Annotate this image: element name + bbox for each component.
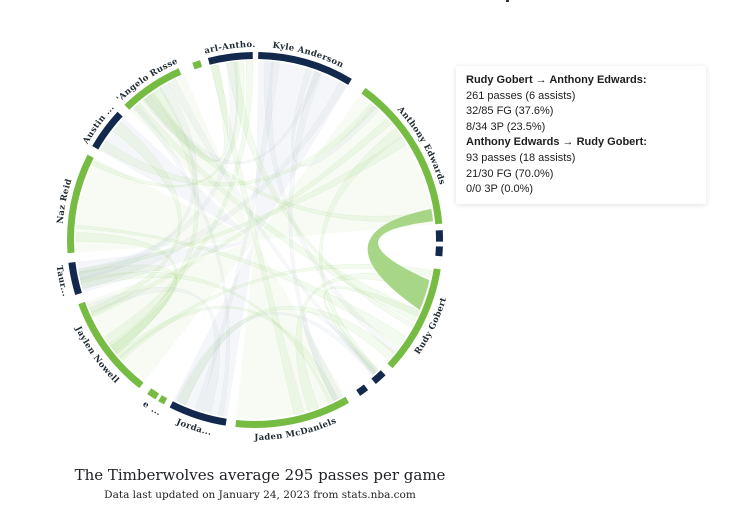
chord[interactable] <box>133 104 231 417</box>
chord-sector <box>236 240 345 419</box>
chord-sector <box>77 240 256 293</box>
player-arc[interactable] <box>258 52 352 85</box>
player-label: Karl-Antho... <box>0 0 256 56</box>
tooltip-line: 93 passes (18 assists) <box>466 151 576 164</box>
chord[interactable] <box>226 61 414 328</box>
chord[interactable] <box>92 61 245 188</box>
chord-sector <box>255 95 434 240</box>
chord-sector <box>76 158 255 253</box>
player-arc[interactable] <box>235 396 349 428</box>
chord[interactable] <box>78 264 178 353</box>
player-label: ... <box>149 405 162 419</box>
player-arc[interactable] <box>435 230 443 242</box>
chord[interactable] <box>168 79 376 376</box>
chord[interactable] <box>78 83 198 280</box>
chord[interactable] <box>89 121 182 316</box>
chart-title: The Timberwolves average 295 passes per … <box>74 466 446 484</box>
highlighted-chord <box>367 208 434 310</box>
chord[interactable] <box>90 118 392 318</box>
chord[interactable] <box>80 271 332 404</box>
chord[interactable] <box>110 87 200 355</box>
tooltip-line: 261 passes (6 assists) <box>466 89 576 102</box>
player-arc[interactable] <box>147 388 160 400</box>
chord[interactable] <box>87 286 221 414</box>
player-arc[interactable] <box>124 68 182 110</box>
player-arc[interactable] <box>435 246 443 257</box>
chord[interactable] <box>143 64 228 163</box>
chord[interactable] <box>104 60 254 345</box>
player-arc[interactable] <box>92 111 123 150</box>
background-chords <box>75 60 434 419</box>
chord[interactable] <box>195 61 280 411</box>
player-label: Taur... <box>54 265 70 298</box>
player-arc[interactable] <box>361 87 443 225</box>
player-arc[interactable] <box>356 384 369 396</box>
chord-gobert-edwards[interactable] <box>367 208 434 310</box>
chord[interactable] <box>76 224 407 347</box>
chord[interactable] <box>78 136 407 275</box>
chord[interactable] <box>319 128 402 375</box>
player-arc[interactable] <box>371 370 386 385</box>
chord[interactable] <box>323 286 420 375</box>
chord-sector <box>130 75 255 240</box>
chord-sector <box>173 240 255 417</box>
player-arc[interactable] <box>192 60 203 70</box>
chord-sector <box>255 61 348 240</box>
chord[interactable] <box>288 70 338 402</box>
tooltip-line: 8/34 3P (23.5%) <box>466 120 546 133</box>
player-arcs <box>67 52 443 428</box>
tooltip-line: 0/0 3P (0.0%) <box>466 183 534 196</box>
chord[interactable] <box>302 311 379 402</box>
player-arc[interactable] <box>387 268 441 369</box>
chord-sector <box>86 240 256 382</box>
tooltip-line: 32/85 FG (37.6%) <box>466 105 554 118</box>
chord[interactable] <box>116 306 339 401</box>
player-arc[interactable] <box>169 401 227 426</box>
player-label: e <box>141 399 152 411</box>
chord[interactable] <box>134 102 420 322</box>
tooltip: Rudy Gobert → Anthony Edwards: 261 passe… <box>456 66 706 204</box>
player-arc[interactable] <box>67 154 94 254</box>
player-arc[interactable] <box>158 395 168 405</box>
chart-subtitle: Data last updated on January 24, 2023 fr… <box>104 489 416 501</box>
chord-sector <box>99 117 256 240</box>
chord[interactable] <box>291 68 380 167</box>
player-arc[interactable] <box>207 52 253 65</box>
player-arc[interactable] <box>78 301 144 389</box>
player-arc[interactable] <box>68 262 82 295</box>
chord[interactable] <box>78 61 239 281</box>
tooltip-line: Anthony Edwards → Rudy Gobert: <box>466 136 647 149</box>
chord[interactable] <box>79 81 347 290</box>
stray-mark <box>506 0 509 2</box>
chord[interactable] <box>75 232 177 354</box>
chord[interactable] <box>175 312 377 406</box>
chord[interactable] <box>177 305 396 406</box>
chord[interactable] <box>264 61 399 354</box>
tooltip-line: Rudy Gobert → Anthony Edwards: <box>466 74 647 86</box>
chord[interactable] <box>100 103 377 187</box>
chord[interactable] <box>210 64 305 415</box>
tooltip-line: 21/30 FG (70.0%) <box>466 167 554 180</box>
